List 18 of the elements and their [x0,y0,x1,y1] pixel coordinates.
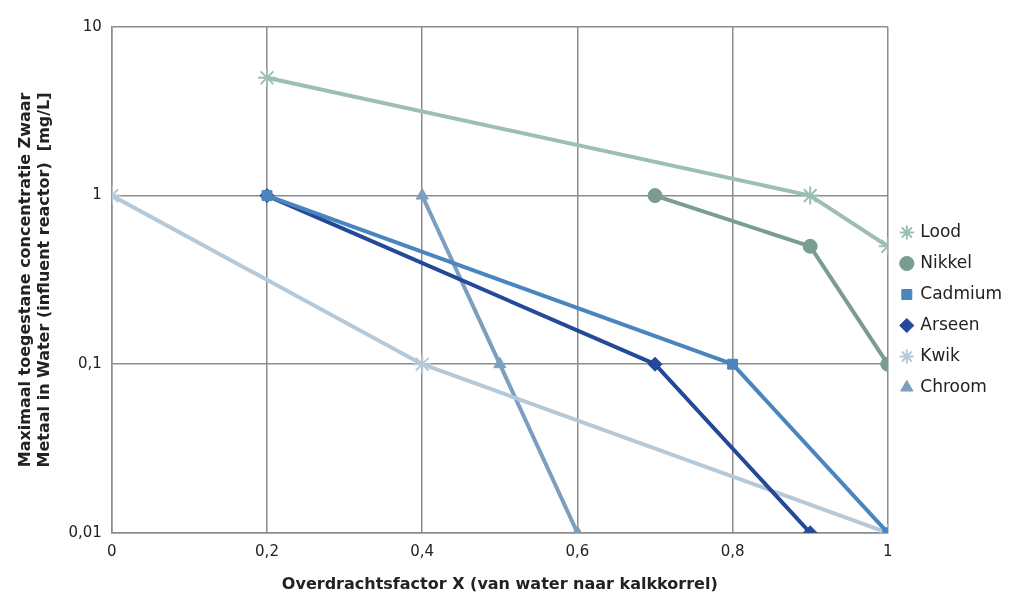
x-tick-label: 1 [883,541,893,560]
legend-label: Lood [920,220,962,241]
x-tick-label: 0,2 [255,541,279,560]
x-tick-label: 0,6 [565,541,590,560]
y-tick-label: 0,01 [68,522,102,541]
legend-label: Arseen [920,313,980,334]
x-tick-label: 0,8 [720,541,745,560]
legend-label: Nikkel [920,251,973,272]
legend-label: Chroom [920,375,987,396]
y-tick-label: 1 [92,185,102,204]
y-tick-label: 0,1 [77,354,102,373]
legend-label: Cadmium [920,282,1003,303]
y-tick-label: 10 [82,16,102,35]
legend-label: Kwik [920,344,961,365]
x-axis-title: Overdrachtsfactor X (van water naar kalkkorrel) [281,573,718,593]
x-tick-label: 0,4 [410,541,435,560]
x-tick-label: 0 [107,541,117,560]
y-axis-title: Maximaal toegestane concentratie Zwaar Metaal in Water (influent reactor) [mg/L] [14,92,53,468]
